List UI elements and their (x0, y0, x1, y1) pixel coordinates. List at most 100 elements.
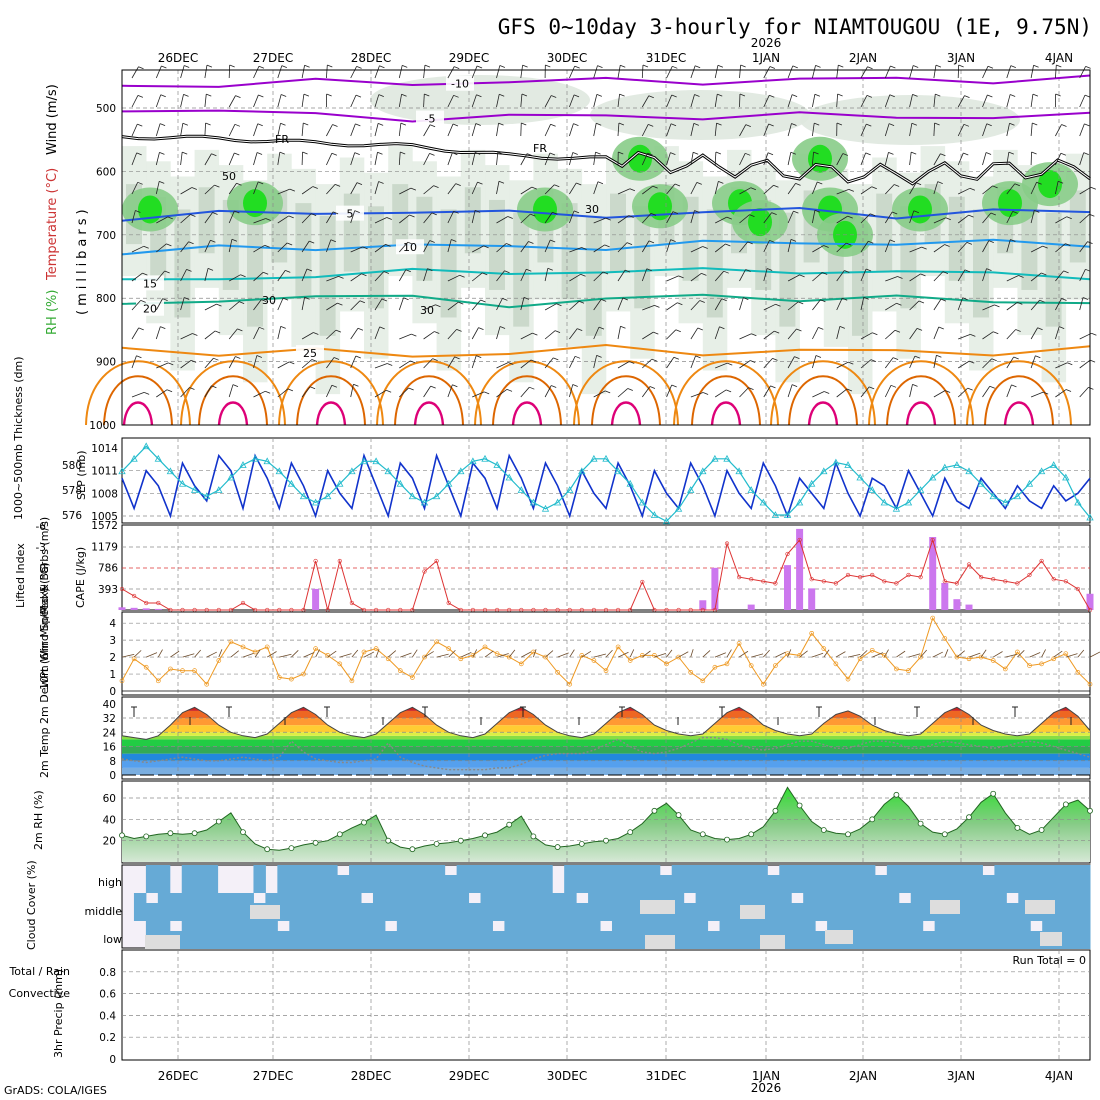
wind-barb-flag (595, 151, 601, 155)
thickness-point (808, 479, 816, 487)
wind-barb-flag (530, 359, 537, 363)
wind-barb-flag (552, 211, 558, 215)
wind-barb (350, 94, 357, 108)
wind-barb (544, 124, 551, 137)
wind-barb (180, 152, 183, 166)
wind-barb-flag (1063, 270, 1069, 274)
wind-barb-flag (206, 64, 213, 68)
wind-barb (253, 181, 259, 195)
cloud-cell (265, 921, 278, 949)
cloud-cell (767, 893, 780, 921)
wind-speed-point (1063, 651, 1069, 657)
wind-tick: 2 (109, 652, 116, 664)
wind-barb-flag (263, 271, 269, 275)
wind-barb-flag (182, 151, 188, 155)
wind-speed-point (1075, 669, 1081, 675)
wind-barb (423, 385, 432, 398)
cloud-cell (719, 865, 732, 893)
cloud-cell (361, 921, 374, 949)
wind-barb (204, 212, 213, 224)
temp-tick: 16 (103, 742, 117, 754)
wind-barb (131, 300, 141, 311)
wind-barb-flag (945, 217, 951, 221)
wind-barb (690, 273, 702, 282)
wind-barb-flag (452, 384, 458, 388)
wind-barb (471, 272, 483, 282)
wind-barb-flag (820, 299, 826, 303)
lifted-index-point (144, 600, 149, 606)
cloud-cell (886, 921, 900, 949)
wind-speed-point (567, 681, 573, 687)
wind-barb (155, 181, 160, 195)
wind-barb (739, 269, 746, 282)
slp-line (121, 452, 1091, 519)
wind-label: Wind (m/s) (45, 84, 60, 155)
wind-barb-flag (1065, 243, 1071, 247)
wind-barb-flag (1037, 327, 1043, 331)
wind-barb-flag (888, 123, 895, 126)
wind-barb-flag (817, 181, 823, 185)
wind-barb-flag (675, 329, 681, 333)
wind-barb (350, 66, 357, 79)
wind-barb (933, 271, 944, 282)
wind-barb-flag (403, 297, 409, 301)
wind-barb (496, 216, 508, 224)
wind-barb-flag (1091, 332, 1097, 336)
wind-barb (204, 65, 208, 79)
cloud-cell (683, 865, 697, 893)
wind-barb-flag (726, 216, 732, 220)
wind-barb-flag (377, 151, 383, 155)
cloud-cell (528, 921, 541, 949)
wind-barb (909, 328, 918, 340)
wind-barb-flag (574, 65, 580, 69)
cloud-cell (743, 865, 756, 893)
cape-bar (941, 582, 949, 610)
wind-barb-flag (892, 357, 899, 360)
wind-barb (569, 356, 576, 369)
cloud-cell (970, 865, 983, 893)
thickness-point (844, 461, 852, 468)
wind-barb (690, 123, 695, 137)
wind-barb-flag (739, 93, 746, 97)
wind-barb (860, 123, 867, 137)
wind-barb-flag (916, 327, 923, 331)
wind-speed-point (180, 668, 185, 674)
rh-point (845, 831, 851, 838)
cloud-cell (874, 921, 888, 949)
wind-barb (836, 94, 839, 108)
cape-bar (711, 567, 719, 610)
freezing-label: FR (275, 133, 289, 146)
rh-band (634, 206, 651, 309)
wind-barb (1006, 384, 1012, 398)
wind-barb-flag (526, 268, 532, 272)
rh-band (561, 203, 578, 300)
wind-speed-point (700, 678, 706, 684)
thickness-point (432, 492, 441, 500)
wind-barb-flag (159, 180, 165, 184)
wind-barb-flag (969, 360, 975, 364)
surface-wind-barb (896, 650, 906, 658)
isotherm-arch-30 (492, 375, 562, 426)
wind-barb (739, 297, 744, 311)
wind-barb-flag (455, 183, 461, 186)
wind-barb (131, 66, 139, 79)
surface-wind-barb (315, 649, 320, 658)
wind-barb-flag (280, 325, 286, 329)
cloud-cell (611, 865, 625, 893)
rh-point (433, 840, 440, 847)
wind-barb-flag (400, 151, 406, 155)
wind-barb (641, 95, 650, 108)
cloud-cell (839, 893, 852, 921)
cloud-cell (850, 865, 864, 893)
wind-barb-flag (745, 124, 751, 128)
wind-barb (1030, 182, 1037, 195)
wind-barb (909, 94, 913, 108)
wind-barb (326, 357, 335, 369)
cloud-cell (659, 875, 673, 893)
lifted-index-point (942, 579, 947, 584)
rh-cell-saturated (908, 195, 932, 224)
wind-speed-point (252, 649, 258, 655)
wind-barb (374, 181, 379, 195)
